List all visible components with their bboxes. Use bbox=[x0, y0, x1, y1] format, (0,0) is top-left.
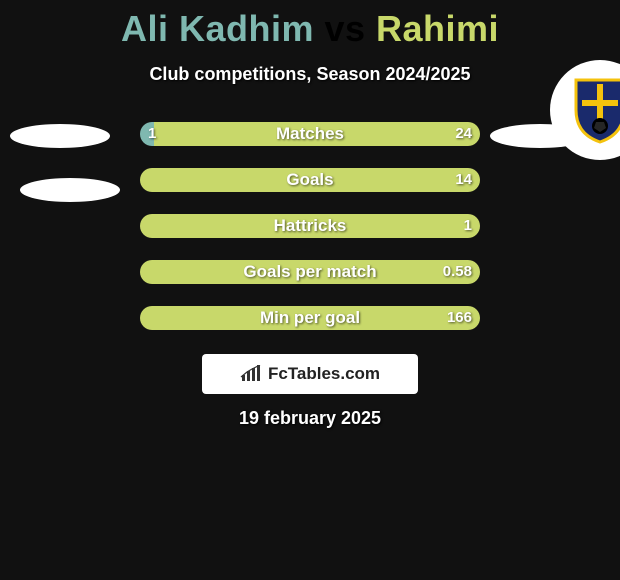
bar-value-right: 0.58 bbox=[443, 260, 472, 284]
chart-row: Goals14 bbox=[0, 156, 620, 202]
chart-row: Matches124 bbox=[0, 110, 620, 156]
player1-name: Ali Kadhim bbox=[121, 8, 314, 49]
subtitle: Club competitions, Season 2024/2025 bbox=[0, 64, 620, 85]
bar-value-right: 14 bbox=[455, 168, 472, 192]
bar-segment-right bbox=[140, 306, 480, 330]
chart-row: Min per goal166 bbox=[0, 294, 620, 340]
bar-segment-right bbox=[154, 122, 480, 146]
source-badge: FcTables.com bbox=[202, 354, 418, 394]
vs-text: vs bbox=[314, 8, 376, 49]
bar-value-left: 1 bbox=[148, 122, 156, 146]
bar-segment-right bbox=[140, 168, 480, 192]
bar-segment-right bbox=[140, 214, 480, 238]
chart-row: Goals per match0.58 bbox=[0, 248, 620, 294]
bar-value-right: 24 bbox=[455, 122, 472, 146]
source-text: FcTables.com bbox=[268, 364, 380, 384]
bar-track bbox=[140, 260, 480, 284]
bar-value-right: 166 bbox=[447, 306, 472, 330]
bar-chart-icon bbox=[240, 365, 262, 383]
bar-value-right: 1 bbox=[464, 214, 472, 238]
bar-segment-right bbox=[140, 260, 480, 284]
bar-track bbox=[140, 214, 480, 238]
player2-name: Rahimi bbox=[376, 8, 499, 49]
shield-icon bbox=[572, 76, 620, 144]
bar-track bbox=[140, 122, 480, 146]
chart-row: Hattricks1 bbox=[0, 202, 620, 248]
date-text: 19 february 2025 bbox=[0, 408, 620, 429]
bar-track bbox=[140, 168, 480, 192]
bar-track bbox=[140, 306, 480, 330]
page-title: Ali Kadhim vs Rahimi bbox=[0, 0, 620, 50]
comparison-chart: Matches124Goals14Hattricks1Goals per mat… bbox=[0, 110, 620, 340]
